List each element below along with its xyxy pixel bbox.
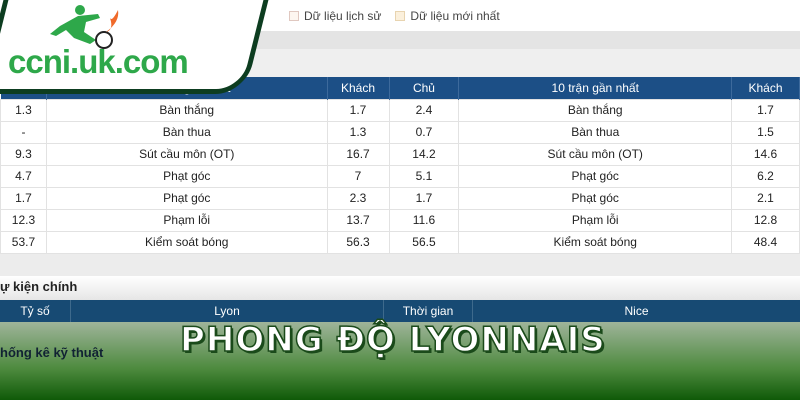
table-cell: Bàn thắng xyxy=(45,98,328,122)
column-header: Chủ xyxy=(389,77,460,99)
table-cell: Sút cầu môn (OT) xyxy=(458,142,733,166)
column-header: Khách xyxy=(731,77,800,99)
table-cell: Phạm lỗi xyxy=(458,208,733,232)
table-cell: Bàn thua xyxy=(458,120,733,144)
table-row: 1.3 Bàn thắng 1.7 2.4 Bàn thắng 1.7 xyxy=(0,98,800,122)
checkbox-icon xyxy=(289,11,299,21)
table-cell: 2.4 xyxy=(388,98,460,122)
table-cell: 14.6 xyxy=(731,142,800,166)
checkbox-label: Dữ liệu mới nhất xyxy=(410,9,500,23)
soccer-player-icon xyxy=(50,5,119,49)
table-row: 4.7 Phạt góc 7 5.1 Phạt góc 6.2 xyxy=(0,164,800,188)
col-home: Lyon xyxy=(71,300,384,322)
table-cell: Bàn thắng xyxy=(458,98,733,122)
table-cell: 11.6 xyxy=(388,208,460,232)
column-header: Khách xyxy=(327,77,390,99)
logo-text: ccni.uk.com xyxy=(8,43,189,80)
table-cell: 48.4 xyxy=(731,230,800,254)
events-title: ự kiện chính xyxy=(0,276,800,300)
section-band xyxy=(0,254,800,276)
table-cell: 53.7 xyxy=(0,230,47,254)
table-cell: 13.7 xyxy=(326,208,390,232)
banner-background xyxy=(0,322,800,400)
table-cell: 6.2 xyxy=(731,164,800,188)
table-cell: Kiểm soát bóng xyxy=(458,230,733,254)
table-row: 9.3 Sút cầu môn (OT) 16.7 14.2 Sút cầu môn (… xyxy=(0,142,800,166)
checkbox-label: Dữ liệu lịch sử xyxy=(304,9,382,23)
table-cell: 1.3 xyxy=(326,120,390,144)
table-cell: Phạt góc xyxy=(45,164,328,188)
checkbox-icon xyxy=(395,11,406,21)
table-cell: 5.1 xyxy=(388,164,460,188)
table-cell: 56.3 xyxy=(326,230,390,254)
table-row: 53.7 Kiểm soát bóng 56.3 56.5 Kiểm soát bóng… xyxy=(0,230,800,254)
table-cell: 9.3 xyxy=(0,142,47,166)
table-cell: 12.8 xyxy=(731,208,800,232)
table-cell: 1.5 xyxy=(731,120,800,144)
table-cell: Kiểm soát bóng xyxy=(45,230,328,254)
table-cell: 1.7 xyxy=(731,98,800,122)
table-cell: Phạt góc xyxy=(458,186,733,210)
table-cell: 12.3 xyxy=(0,208,47,232)
table-row: 12.3 Phạm lỗi 13.7 11.6 Phạm lỗi 12.8 xyxy=(0,208,800,232)
table-cell: 4.7 xyxy=(0,164,47,188)
table-row: 1.7 Phạt góc 2.3 1.7 Phạt góc 2.1 xyxy=(0,186,800,210)
history-data-checkbox[interactable]: Dữ liệu lịch sử xyxy=(289,9,381,23)
col-score: Tỷ số xyxy=(0,300,71,322)
table-cell: Sút cầu môn (OT) xyxy=(45,142,328,166)
events-header: Tỷ số Lyon Thời gian Nice xyxy=(0,300,800,322)
table-cell: 14.2 xyxy=(388,142,460,166)
table-cell: 1.3 xyxy=(0,98,47,122)
col-time: Thời gian xyxy=(384,300,473,322)
table-cell: 2.1 xyxy=(731,186,800,210)
table-cell: 56.5 xyxy=(388,230,460,254)
latest-data-checkbox[interactable]: Dữ liệu mới nhất xyxy=(395,9,500,23)
table-cell: 1.7 xyxy=(388,186,460,210)
column-header: 10 trận gần nhất xyxy=(458,77,733,99)
table-row: - Bàn thua 1.3 0.7 Bàn thua 1.5 xyxy=(0,120,800,144)
table-cell: 16.7 xyxy=(326,142,390,166)
table-cell: 1.7 xyxy=(326,98,390,122)
tech-stats-title: hống kê kỹ thuật xyxy=(0,345,104,360)
table-cell: 0.7 xyxy=(388,120,460,144)
table-cell: 7 xyxy=(326,164,390,188)
table-cell: - xyxy=(0,120,47,144)
banner-title: PHONG ĐỘ LYONNAIS xyxy=(179,319,606,361)
table-cell: 1.7 xyxy=(0,186,47,210)
table-cell: Phạt góc xyxy=(45,186,328,210)
table-cell: Phạt góc xyxy=(458,164,733,188)
table-cell: Phạm lỗi xyxy=(45,208,328,232)
table-cell: 2.3 xyxy=(326,186,390,210)
col-away: Nice xyxy=(624,304,649,318)
table-cell: Bàn thua xyxy=(45,120,328,144)
